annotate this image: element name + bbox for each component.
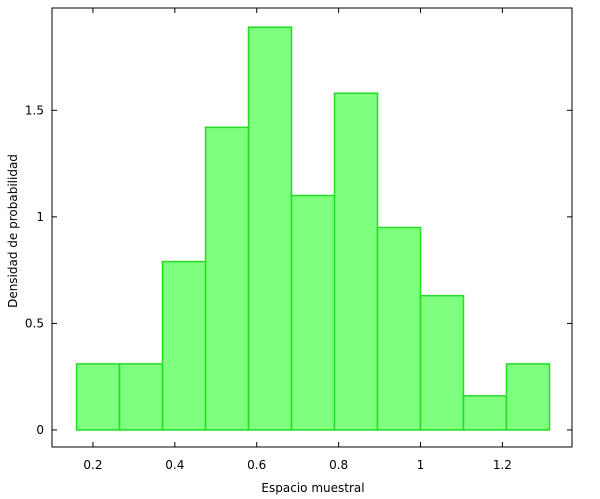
histogram-bar bbox=[462, 395, 508, 431]
histogram-bar bbox=[204, 126, 250, 431]
y-tick-label: 0 bbox=[36, 423, 44, 437]
plot-frame bbox=[51, 7, 573, 448]
y-tick-label: 1.5 bbox=[25, 103, 44, 117]
histogram-bar bbox=[161, 260, 207, 431]
histogram-bar bbox=[376, 226, 422, 431]
x-tick-label: 0.8 bbox=[329, 458, 348, 472]
histogram-bar bbox=[247, 26, 293, 431]
histogram-bar bbox=[419, 294, 465, 431]
histogram-bars bbox=[75, 26, 551, 431]
x-axis-ticks: 0.2 0.4 0.6 0.8 1 1.2 bbox=[83, 8, 512, 472]
histogram-bar bbox=[505, 363, 551, 431]
x-tick-label: 1.2 bbox=[493, 458, 512, 472]
y-tick-label: 1 bbox=[36, 210, 44, 224]
y-axis-ticks: 0 0.5 1 1.5 bbox=[25, 103, 572, 437]
y-tick-label: 0.5 bbox=[25, 316, 44, 330]
histogram-bar bbox=[290, 194, 336, 431]
x-tick-label: 1 bbox=[417, 458, 425, 472]
histogram-bar bbox=[118, 363, 164, 431]
x-tick-label: 0.4 bbox=[165, 458, 184, 472]
y-axis-label: Densidad de probabilidad bbox=[6, 154, 20, 308]
histogram-bar bbox=[333, 92, 379, 431]
x-tick-label: 0.6 bbox=[247, 458, 266, 472]
histogram-bar bbox=[75, 363, 121, 431]
x-tick-label: 0.2 bbox=[83, 458, 102, 472]
x-axis-label: Espacio muestral bbox=[261, 481, 364, 495]
